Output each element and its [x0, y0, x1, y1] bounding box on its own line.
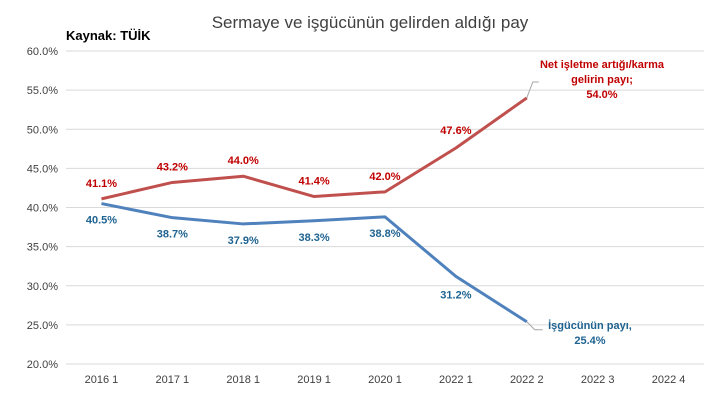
y-tick-label: 20.0% — [27, 359, 58, 371]
data-label: 38.3% — [299, 232, 330, 244]
data-label: 44.0% — [228, 155, 259, 167]
y-tick-label: 55.0% — [27, 85, 58, 97]
data-labels: 41.1% 43.2% 44.0% 41.4% 42.0% 47.6% Net işletm… — [86, 59, 665, 347]
x-tick-label: 2016 1 — [85, 374, 119, 386]
data-label: 38.8% — [369, 228, 400, 240]
source-label: Kaynak: TÜİK — [66, 28, 151, 43]
y-axis-ticks: 20.0% 25.0% 30.0% 35.0% 40.0% 45.0% 50.0% 55.0%… — [27, 46, 58, 371]
x-tick-label: 2019 1 — [297, 374, 331, 386]
grid-lines — [66, 50, 704, 365]
x-tick-label: 2022 1 — [439, 374, 473, 386]
series-end-label: 25.4% — [574, 335, 605, 347]
y-tick-label: 45.0% — [27, 163, 58, 175]
y-tick-label: 35.0% — [27, 242, 58, 254]
x-tick-label: 2018 1 — [226, 374, 260, 386]
series-end-label: 54.0% — [586, 89, 617, 101]
x-tick-label: 2022 2 — [510, 374, 544, 386]
data-label: 38.7% — [157, 229, 188, 241]
data-label: 47.6% — [440, 125, 471, 137]
labour-share-line — [101, 202, 528, 324]
x-tick-label: 2020 1 — [368, 374, 402, 386]
callout-leader — [526, 321, 543, 331]
data-label: 43.2% — [157, 161, 188, 173]
series-lines — [101, 96, 528, 324]
data-label: 42.0% — [369, 171, 400, 183]
series-name-label: gelirin payı; — [571, 74, 633, 86]
net-operating-surplus-line — [101, 96, 528, 201]
x-axis-ticks: 2016 1 2017 1 2018 1 2019 1 2020 1 2022 1 2022… — [85, 374, 686, 386]
chart-title: Sermaye ve işgücünün gelirden aldığı pay — [212, 13, 529, 32]
y-tick-label: 40.0% — [27, 203, 58, 215]
callout-leader — [526, 81, 539, 99]
data-label: 31.2% — [440, 289, 471, 301]
series-name-label: Net işletme artığı/karma — [540, 59, 665, 71]
data-label: 37.9% — [228, 235, 259, 247]
data-label: 41.4% — [299, 176, 330, 188]
data-label: 40.5% — [86, 215, 117, 227]
y-tick-label: 25.0% — [27, 320, 58, 332]
y-tick-label: 60.0% — [27, 46, 58, 58]
y-tick-label: 50.0% — [27, 124, 58, 136]
x-tick-label: 2022 3 — [581, 374, 615, 386]
series-name-label: İşgücünün payı, — [548, 319, 632, 332]
x-tick-label: 2017 1 — [156, 374, 190, 386]
y-tick-label: 30.0% — [27, 281, 58, 293]
x-tick-label: 2022 4 — [652, 374, 686, 386]
data-label: 41.1% — [86, 178, 117, 190]
